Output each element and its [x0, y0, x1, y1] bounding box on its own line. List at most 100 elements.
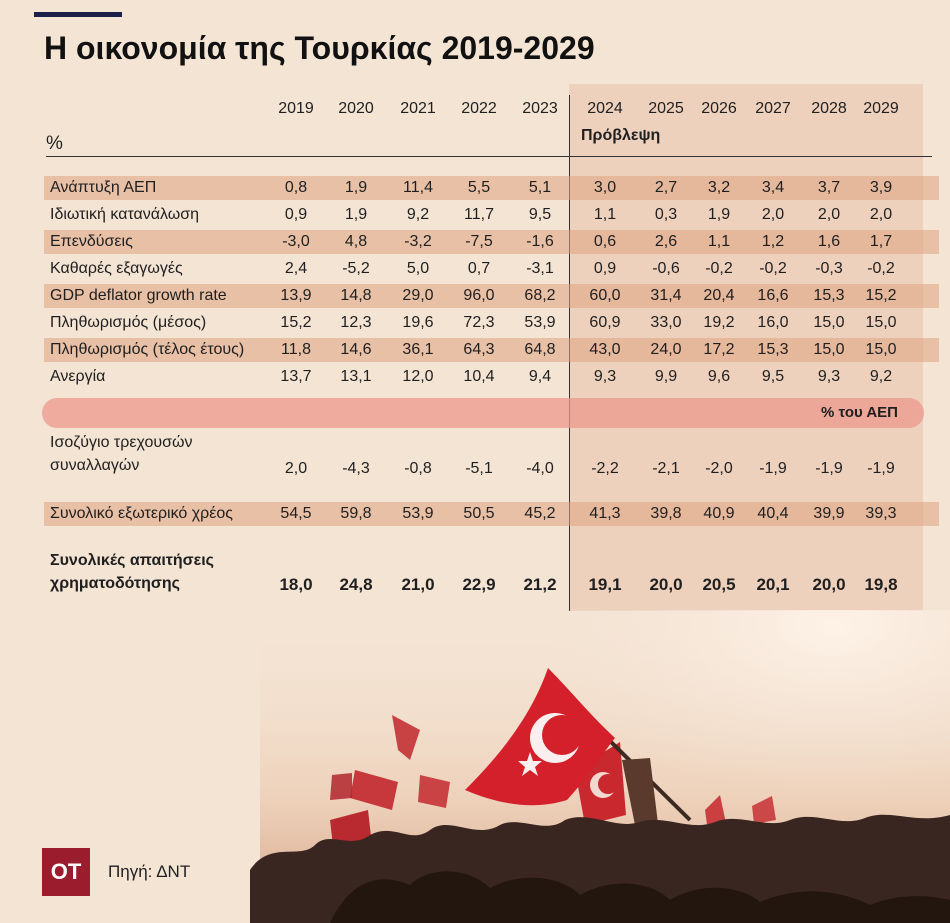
table-cell: 19,8 — [864, 575, 898, 594]
table-cell: 24,8 — [339, 575, 373, 594]
table-cell: -1,9 — [815, 460, 843, 477]
table-cell: 1,9 — [707, 206, 731, 223]
table-cell: -0,6 — [652, 260, 680, 277]
header-rule — [46, 156, 932, 157]
year-header: 2019 — [278, 100, 314, 117]
main-turkish-flag — [465, 668, 692, 822]
table-cell: 2,6 — [654, 233, 678, 250]
table-cell: 1,1 — [593, 206, 617, 223]
table-cell: 0,6 — [593, 233, 617, 250]
table-cell: 14,8 — [340, 287, 372, 304]
table-row: Πληθωρισμός (τέλος έτους) 11,8 14,6 36,1 64,… — [44, 338, 939, 362]
table-cell: -2,1 — [652, 460, 680, 477]
year-header: 2026 — [701, 100, 737, 117]
row-label: Συνολικές απαιτήσεις χρηματοδότησης — [50, 552, 214, 592]
year-header: 2024 — [587, 100, 623, 117]
table-row: Πληθωρισμός (μέσος) 15,2 12,3 19,6 72,3 53,9 6… — [44, 311, 939, 335]
table-cell: 21,2 — [523, 575, 557, 594]
table-cell: 22,9 — [462, 575, 496, 594]
table-cell: 50,5 — [463, 505, 495, 522]
table-cell: 64,8 — [524, 341, 556, 358]
table-cell: 60,9 — [589, 314, 621, 331]
table-cell: 3,4 — [761, 179, 785, 196]
table-row: Συνολικό εξωτερικό χρέος 54,5 59,8 53,9 50,5… — [44, 502, 939, 526]
table-cell: 1,6 — [817, 233, 841, 250]
table-cell: 11,7 — [464, 206, 494, 223]
table-cell: -5,2 — [342, 260, 370, 277]
table-row: Ανάπτυξη ΑΕΠ 0,8 1,9 11,4 5,5 5,1 3,0 2,7 3,2 3,4… — [44, 176, 939, 200]
table-cell: -7,5 — [465, 233, 493, 250]
table-cell: -1,9 — [867, 460, 895, 477]
table-row: Ανεργία 13,7 13,1 12,0 10,4 9,4 9,3 9,9 9,6 9,5 9,… — [44, 365, 939, 389]
table-cell: 64,3 — [463, 341, 495, 358]
table-cell: 36,1 — [402, 341, 434, 358]
table-cell: 21,0 — [401, 575, 435, 594]
table-cell: 1,7 — [869, 233, 893, 250]
table-cell: 13,9 — [280, 287, 312, 304]
table-cell: 40,4 — [757, 505, 789, 522]
page-title: Η οικονομία της Τουρκίας 2019-2029 — [44, 30, 595, 66]
table-row: Επενδύσεις -3,0 4,8 -3,2 -7,5 -1,6 0,6 2,6 1,1 1,… — [44, 230, 939, 254]
table-cell: 3,9 — [869, 179, 893, 196]
table-row: Ιδιωτική κατανάλωση 0,9 1,9 9,2 11,7 9,5 1,1 0,… — [44, 203, 939, 227]
crowd-flag-photo — [250, 610, 950, 923]
table-cell: 29,0 — [402, 287, 434, 304]
gdp-section-label: % του ΑΕΠ — [821, 404, 898, 421]
table-cell: 9,4 — [528, 368, 552, 385]
table-row: GDP deflator growth rate 13,9 14,8 29,0 96,0… — [44, 284, 939, 308]
row-label: Πληθωρισμός (τέλος έτους) — [50, 341, 245, 358]
table-cell: 20,4 — [703, 287, 735, 304]
year-header: 2025 — [648, 100, 684, 117]
year-header: 2023 — [522, 100, 558, 117]
row-label: Ιδιωτική κατανάλωση — [50, 206, 200, 223]
table-cell: 53,9 — [402, 505, 434, 522]
table-cell: -1,6 — [526, 233, 554, 250]
table-cell: 72,3 — [463, 314, 495, 331]
table-cell: 59,8 — [340, 505, 372, 522]
table-cell: -0,3 — [815, 260, 843, 277]
table-cell: 5,1 — [528, 179, 552, 196]
table-cell: -4,3 — [342, 460, 370, 477]
table-cell: 0,7 — [467, 260, 491, 277]
source-note: Πηγή: ΔΝΤ — [108, 862, 191, 881]
table-cell: -2,2 — [591, 460, 619, 477]
year-header: 2021 — [400, 100, 436, 117]
table-cell: 5,5 — [467, 179, 491, 196]
row-label: Καθαρές εξαγωγές — [50, 260, 183, 277]
table-cell: 16,6 — [757, 287, 789, 304]
table-cell: -0,2 — [705, 260, 733, 277]
table-cell: 60,0 — [589, 287, 621, 304]
table-cell: 4,8 — [344, 233, 368, 250]
table-cell: 15,2 — [865, 287, 897, 304]
table-cell: 68,2 — [524, 287, 556, 304]
table-cell: 15,3 — [757, 341, 789, 358]
table-cell: 3,7 — [817, 179, 841, 196]
table-row: Συνολικές απαιτήσεις χρηματοδότησης 18,0 2… — [44, 552, 939, 594]
unit-label: % — [46, 133, 63, 154]
table-cell: 9,9 — [654, 368, 678, 385]
table-cell: 13,1 — [340, 368, 372, 385]
table-cell: 20,1 — [756, 575, 790, 594]
table-cell: 3,2 — [707, 179, 731, 196]
table-cell: 0,3 — [654, 206, 678, 223]
table-cell: 0,9 — [284, 206, 308, 223]
table-cell: 2,0 — [817, 206, 841, 223]
table-cell: 12,3 — [340, 314, 372, 331]
table-cell: 19,6 — [402, 314, 434, 331]
table-cell: 24,0 — [650, 341, 682, 358]
table-cell: 12,0 — [402, 368, 434, 385]
table-cell: 20,0 — [812, 575, 846, 594]
table-cell: 9,3 — [593, 368, 617, 385]
table-cell: 3,0 — [593, 179, 617, 196]
table-cell: 33,0 — [650, 314, 682, 331]
gdp-section-band: % του ΑΕΠ — [42, 398, 924, 428]
table-cell: 15,0 — [865, 341, 897, 358]
table-cell: 0,8 — [284, 179, 308, 196]
table-cell: 9,2 — [869, 368, 893, 385]
table-cell: 39,9 — [813, 505, 845, 522]
table-cell: 5,0 — [406, 260, 430, 277]
table-cell: 40,9 — [703, 505, 735, 522]
table-cell: 53,9 — [524, 314, 556, 331]
table-cell: 1,2 — [761, 233, 785, 250]
year-header: 2027 — [755, 100, 791, 117]
